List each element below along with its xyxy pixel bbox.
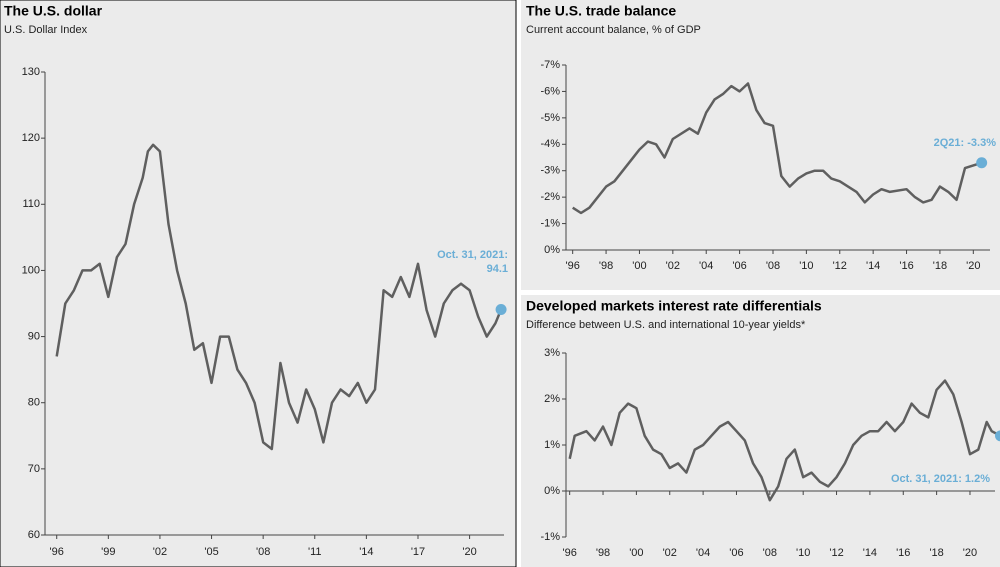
x-tick-label: '96 [566,260,580,272]
data-line [572,82,983,215]
x-tick-label: '06 [729,547,743,559]
x-tick-label: '08 [763,547,777,559]
chart-subtitle: Current account balance, % of GDP [526,24,701,36]
x-tick-label: '20 [966,260,980,272]
x-tick-label: '08 [256,546,270,558]
y-tick-label: 2% [544,393,560,405]
y-tick-label: 120 [22,132,40,144]
chart-title: Developed markets interest rate differen… [526,298,822,314]
x-tick-label: '18 [929,547,943,559]
chart-subtitle: Difference between U.S. and internationa… [526,319,806,331]
end-marker [995,430,1000,442]
x-tick-label: '05 [204,546,218,558]
y-tick-label: 3% [544,347,560,359]
y-tick-label: 130 [22,66,40,78]
y-tick-label: 0% [544,485,560,497]
x-tick-label: '02 [663,547,677,559]
x-tick-label: '06 [732,260,746,272]
annotation: Oct. 31, 2021: [437,249,508,261]
y-tick-label: -1% [540,531,560,543]
y-tick-label: -1% [540,217,560,229]
x-tick-label: '16 [899,260,913,272]
y-tick-label: -7% [540,59,560,71]
x-tick-label: '00 [632,260,646,272]
data-line [568,379,1000,502]
y-tick-label: 0% [544,244,560,256]
x-tick-label: '16 [896,547,910,559]
x-tick-label: '14 [863,547,877,559]
y-tick-label: -3% [540,165,560,177]
y-tick-label: -6% [540,85,560,97]
x-tick-label: '04 [696,547,710,559]
chart-subtitle: U.S. Dollar Index [4,24,88,36]
x-tick-label: '20 [462,546,476,558]
x-tick-label: '98 [596,547,610,559]
x-tick-label: '08 [766,260,780,272]
x-tick-label: '14 [866,260,880,272]
data-line [55,143,503,451]
x-tick-label: '17 [411,546,425,558]
x-tick-label: '99 [101,546,115,558]
end-marker [976,157,988,169]
y-tick-label: 100 [22,264,40,276]
x-tick-label: '02 [153,546,167,558]
panel [521,295,1000,567]
y-tick-label: 110 [22,198,40,210]
y-tick-label: -2% [540,191,560,203]
panel [0,0,517,567]
x-tick-label: '10 [799,260,813,272]
x-tick-label: '20 [963,547,977,559]
y-tick-label: 1% [544,439,560,451]
x-tick-label: '11 [308,546,322,558]
y-tick-label: -4% [540,138,560,150]
x-tick-label: '96 [50,546,64,558]
y-tick-label: 70 [28,463,40,475]
x-tick-label: '12 [829,547,843,559]
x-tick-label: '10 [796,547,810,559]
annotation: 2Q21: -3.3% [934,137,997,149]
end-marker [495,303,507,315]
x-tick-label: '12 [833,260,847,272]
annotation: Oct. 31, 2021: 1.2% [891,473,990,485]
x-tick-label: '98 [599,260,613,272]
panel [521,0,1000,290]
chart-title: The U.S. trade balance [526,3,676,19]
y-tick-label: 60 [28,529,40,541]
y-tick-label: 90 [28,330,40,342]
x-tick-label: '96 [562,547,576,559]
y-tick-label: 80 [28,397,40,409]
x-tick-label: '02 [666,260,680,272]
x-tick-label: '18 [933,260,947,272]
x-tick-label: '04 [699,260,713,272]
y-tick-label: -5% [540,112,560,124]
annotation: 94.1 [487,263,508,275]
x-tick-label: '14 [359,546,373,558]
x-tick-label: '00 [629,547,643,559]
chart-title: The U.S. dollar [4,3,103,19]
